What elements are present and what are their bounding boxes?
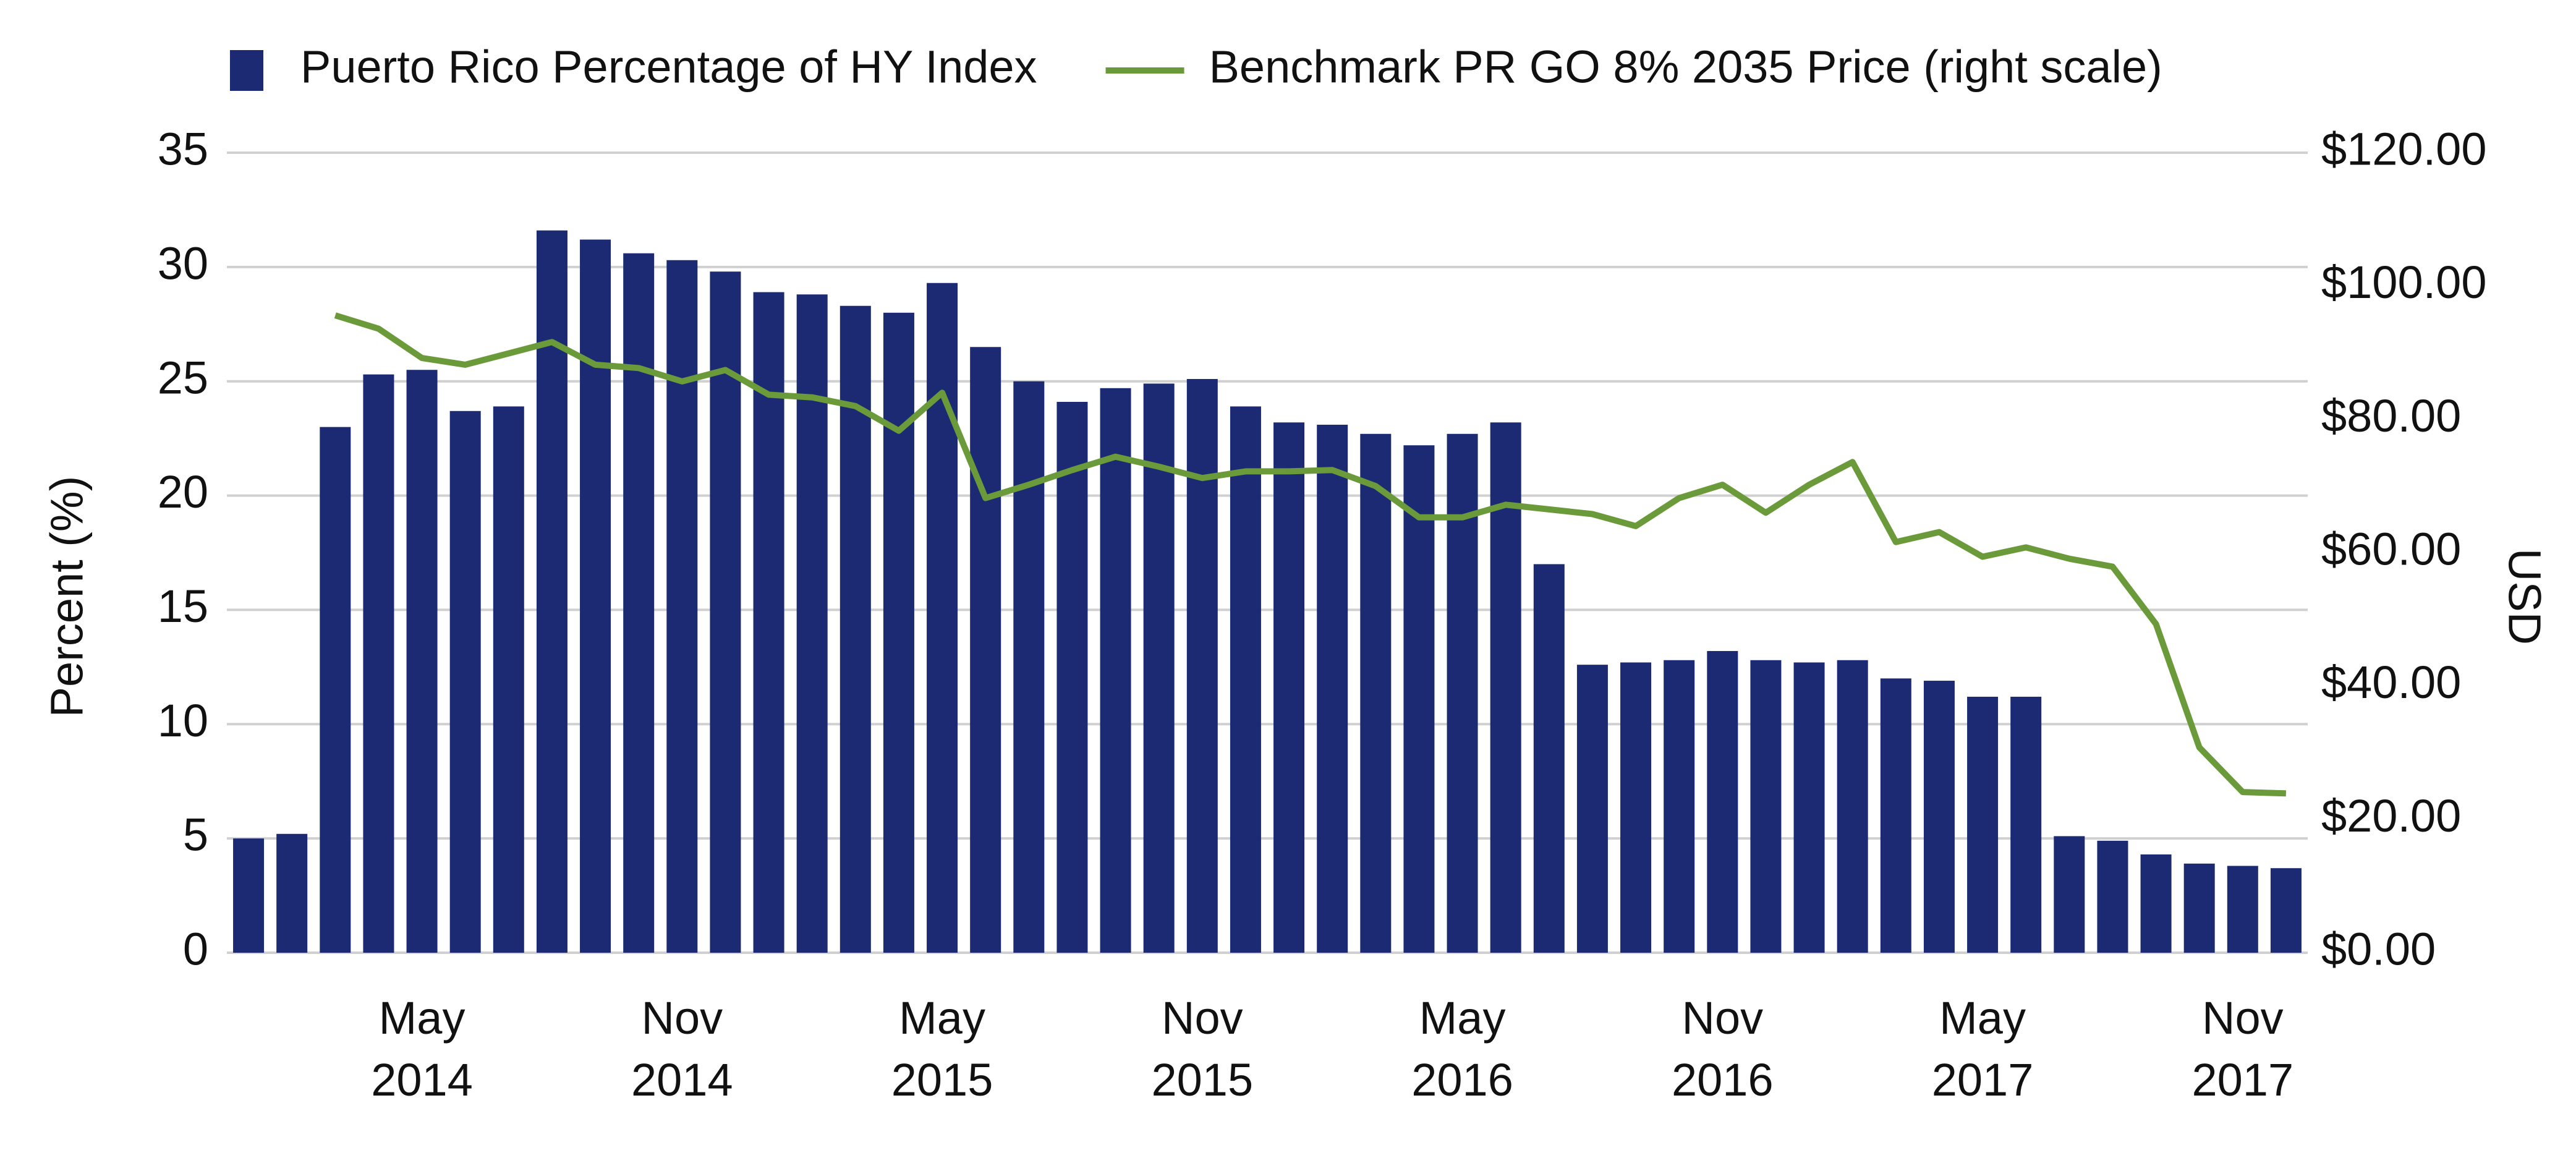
bar bbox=[1750, 660, 1782, 953]
bar bbox=[2010, 696, 2042, 953]
bar bbox=[1837, 660, 1868, 953]
y2-tick-label: $120.00 bbox=[2321, 124, 2487, 175]
y2-tick-label: $100.00 bbox=[2321, 257, 2487, 308]
bar bbox=[1056, 401, 1088, 953]
y-tick-label: 10 bbox=[158, 695, 208, 746]
bar bbox=[1880, 678, 1911, 953]
bar bbox=[1143, 383, 1175, 953]
bar bbox=[2140, 854, 2172, 953]
bar bbox=[2270, 868, 2302, 953]
bar bbox=[1967, 696, 1999, 953]
bar bbox=[1100, 388, 1131, 953]
bar bbox=[1664, 660, 1695, 953]
x-tick-label: Nov 2014 bbox=[631, 992, 733, 1105]
bar bbox=[2227, 866, 2258, 953]
bar bbox=[1013, 381, 1045, 953]
bar bbox=[1230, 406, 1261, 953]
bar bbox=[449, 411, 481, 953]
y-tick-label: 25 bbox=[158, 352, 208, 403]
x-tick-label: May 2015 bbox=[891, 992, 993, 1105]
bar bbox=[2097, 840, 2128, 953]
bar bbox=[1273, 422, 1305, 953]
y2-axis-label: USD bbox=[2499, 548, 2550, 645]
bar bbox=[666, 260, 698, 953]
y2-tick-label: $80.00 bbox=[2321, 390, 2461, 441]
bar bbox=[580, 239, 611, 953]
y-tick-label: 5 bbox=[183, 809, 208, 861]
bar bbox=[753, 292, 784, 953]
bar bbox=[363, 374, 394, 953]
x-tick-label: Nov 2016 bbox=[1672, 992, 1774, 1105]
bar bbox=[1360, 433, 1392, 953]
legend-label: Benchmark PR GO 8% 2035 Price (right sca… bbox=[1209, 41, 2162, 93]
bar bbox=[1576, 665, 1608, 953]
bar bbox=[320, 427, 351, 953]
x-tick-label: May 2017 bbox=[1931, 992, 2034, 1105]
bar bbox=[1793, 662, 1825, 953]
bar bbox=[796, 294, 828, 953]
bar bbox=[1620, 662, 1652, 953]
y2-tick-label: $0.00 bbox=[2321, 924, 2436, 975]
bar bbox=[927, 283, 958, 953]
y-axis-label: Percent (%) bbox=[41, 476, 93, 718]
y2-tick-label: $60.00 bbox=[2321, 524, 2461, 575]
legend-label: Puerto Rico Percentage of HY Index bbox=[300, 41, 1037, 93]
bar bbox=[1707, 650, 1738, 953]
bar bbox=[710, 271, 741, 953]
bar bbox=[970, 347, 1001, 953]
bar bbox=[2054, 836, 2085, 953]
line bbox=[334, 312, 2287, 797]
y2-tick-label: $20.00 bbox=[2321, 790, 2461, 841]
y2-tick-label: $40.00 bbox=[2321, 657, 2461, 708]
x-tick-label: May 2016 bbox=[1411, 992, 1513, 1105]
x-tick-label: May 2014 bbox=[371, 992, 473, 1105]
bar bbox=[1186, 379, 1218, 953]
bar bbox=[2183, 863, 2215, 953]
bar bbox=[493, 406, 524, 953]
y-tick-label: 15 bbox=[158, 581, 208, 632]
bar bbox=[536, 230, 567, 953]
y-tick-label: 30 bbox=[158, 237, 208, 289]
bar bbox=[1403, 445, 1435, 953]
bar bbox=[623, 253, 655, 953]
y-tick-label: 0 bbox=[183, 924, 208, 975]
bar bbox=[1923, 681, 1955, 953]
bar bbox=[1533, 564, 1565, 953]
bar bbox=[406, 370, 438, 953]
legend-swatch bbox=[230, 50, 263, 91]
bar bbox=[233, 838, 265, 953]
bar bbox=[1317, 424, 1348, 953]
y-tick-label: 35 bbox=[158, 124, 208, 175]
x-tick-label: Nov 2017 bbox=[2191, 992, 2294, 1105]
y-tick-label: 20 bbox=[158, 466, 208, 517]
bar bbox=[883, 312, 914, 953]
bar bbox=[276, 833, 308, 953]
x-tick-label: Nov 2015 bbox=[1151, 992, 1254, 1105]
